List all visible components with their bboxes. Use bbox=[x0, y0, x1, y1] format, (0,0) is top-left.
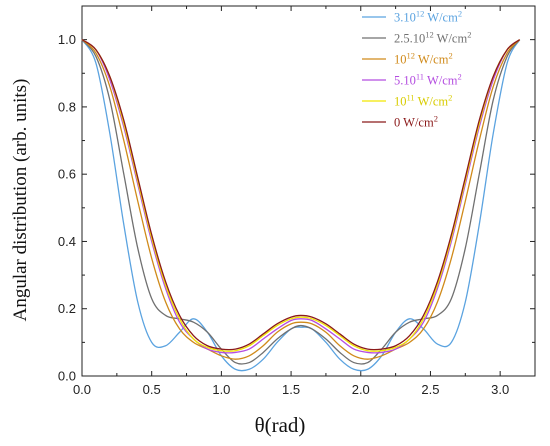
y-tick-label: 0.6 bbox=[58, 167, 76, 182]
series-line-4 bbox=[81, 39, 521, 352]
series-line-5 bbox=[81, 39, 521, 351]
x-tick-label: 0.0 bbox=[73, 382, 91, 397]
y-axis-label: Angular distribution (arb. units) bbox=[10, 79, 31, 322]
x-tick-label: 1.5 bbox=[282, 382, 300, 397]
series-line-0 bbox=[81, 39, 521, 372]
legend-label-1: 2.5.1012 W/cm2 bbox=[394, 30, 471, 46]
legend-label-4: 1011 W/cm2 bbox=[394, 93, 452, 109]
plot-frame bbox=[81, 5, 536, 377]
y-tick-label: 0.8 bbox=[58, 99, 76, 114]
y-tick-label: 0.2 bbox=[58, 301, 76, 316]
series-line-1 bbox=[81, 39, 521, 365]
series-line-3 bbox=[81, 39, 521, 354]
plot-area bbox=[81, 5, 536, 377]
x-axis-label: θ(rad) bbox=[255, 413, 306, 437]
series-line-2 bbox=[81, 39, 521, 360]
y-axis-ticks: 0.0 0.2 0.4 0.6 0.8 1.0 bbox=[58, 32, 535, 384]
legend: 3.1012 W/cm2 2.5.1012 W/cm2 1012 W/cm2 5.10… bbox=[362, 9, 471, 130]
y-tick-label: 1.0 bbox=[58, 32, 76, 47]
legend-label-2: 1012 W/cm2 bbox=[394, 51, 453, 67]
x-tick-label: 1.0 bbox=[212, 382, 230, 397]
y-tick-label: 0.0 bbox=[58, 369, 76, 384]
legend-label-3: 5.1011 W/cm2 bbox=[394, 72, 462, 88]
x-tick-label: 2.5 bbox=[421, 382, 439, 397]
x-tick-label: 2.0 bbox=[352, 382, 370, 397]
x-axis-ticks: 0.0 0.5 1.0 1.5 2.0 2.5 3.0 bbox=[73, 6, 509, 397]
x-tick-label: 0.5 bbox=[143, 382, 161, 397]
legend-label-0: 3.1012 W/cm2 bbox=[394, 9, 462, 25]
series-lines bbox=[81, 39, 521, 372]
y-tick-label: 0.4 bbox=[58, 234, 76, 249]
legend-label-5: 0 W/cm2 bbox=[394, 114, 438, 130]
x-tick-label: 3.0 bbox=[491, 382, 509, 397]
